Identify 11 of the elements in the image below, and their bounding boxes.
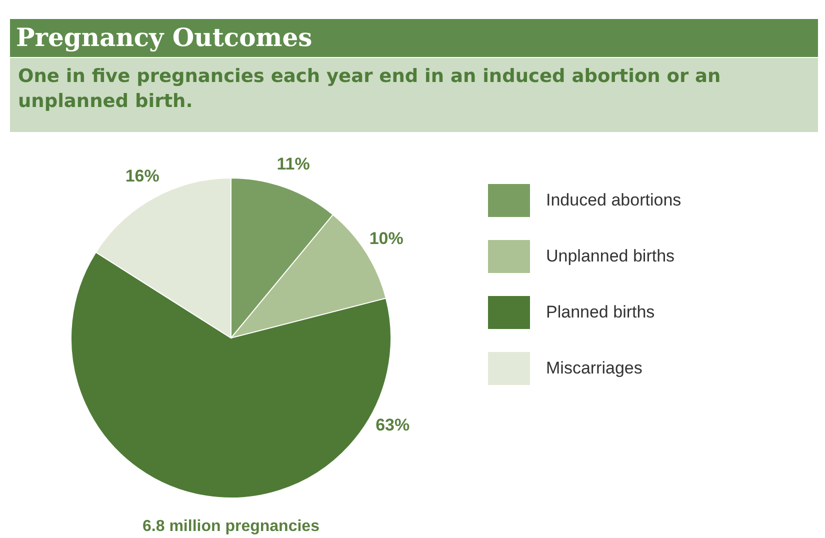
data-label: 11%	[276, 154, 310, 174]
chart-title: Pregnancy Outcomes	[10, 19, 818, 57]
data-label: 16%	[125, 166, 160, 186]
legend-label: Planned births	[546, 302, 655, 322]
legend-label: Induced abortions	[546, 190, 682, 210]
legend-label: Unplanned births	[546, 246, 675, 266]
chart-subtitle: One in five pregnancies each year end in an induced abortion or an unplanned birth.	[10, 58, 818, 132]
text: 6.8 million pregnancies	[142, 518, 320, 536]
data-label: 63%	[376, 415, 410, 434]
data-label: 10%	[369, 228, 404, 248]
legend-label: Miscarriages	[546, 358, 642, 378]
